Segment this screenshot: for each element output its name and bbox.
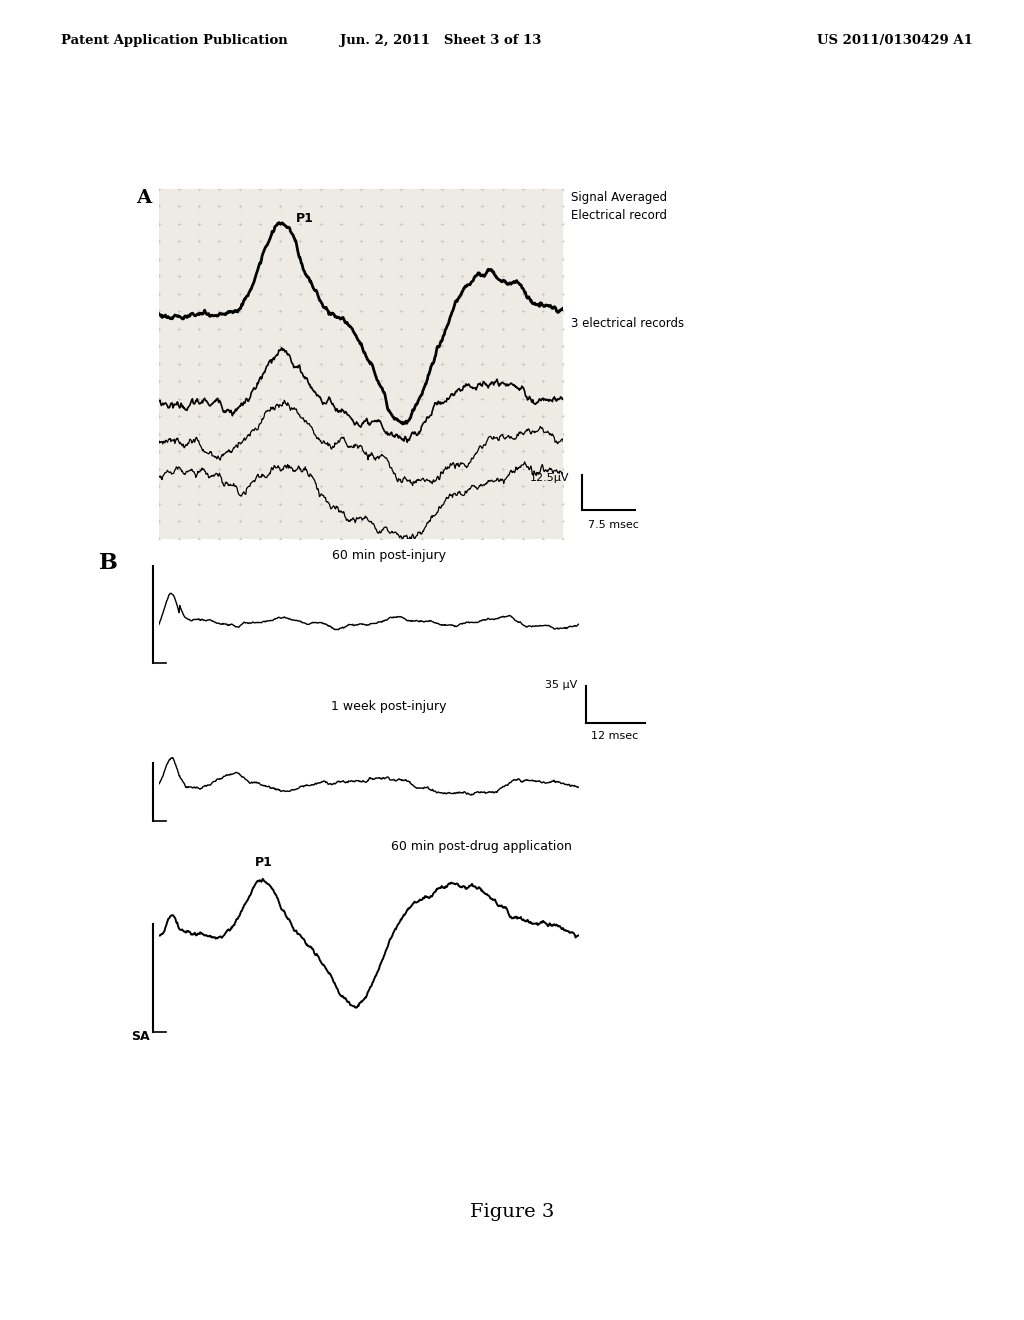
Text: 12.5μV: 12.5μV bbox=[529, 473, 569, 483]
Text: 7.5 msec: 7.5 msec bbox=[588, 520, 639, 531]
Text: A: A bbox=[136, 189, 152, 207]
Text: SA: SA bbox=[131, 1030, 150, 1043]
Text: 60 min post-injury: 60 min post-injury bbox=[332, 549, 446, 562]
Text: Signal Averaged: Signal Averaged bbox=[571, 191, 668, 205]
Text: 3 electrical records: 3 electrical records bbox=[571, 317, 684, 330]
Text: Patent Application Publication: Patent Application Publication bbox=[61, 34, 288, 48]
Text: P1: P1 bbox=[296, 213, 314, 226]
Text: Electrical record: Electrical record bbox=[571, 209, 668, 222]
Text: P1: P1 bbox=[255, 857, 272, 870]
Text: 1 week post-injury: 1 week post-injury bbox=[332, 700, 446, 713]
Text: 12 msec: 12 msec bbox=[591, 731, 638, 742]
Text: Figure 3: Figure 3 bbox=[470, 1203, 554, 1221]
Text: Jun. 2, 2011   Sheet 3 of 13: Jun. 2, 2011 Sheet 3 of 13 bbox=[340, 34, 541, 48]
Text: B: B bbox=[99, 552, 118, 574]
Text: 60 min post-drug application: 60 min post-drug application bbox=[391, 840, 571, 853]
Text: 35 μV: 35 μV bbox=[546, 680, 578, 690]
Text: US 2011/0130429 A1: US 2011/0130429 A1 bbox=[817, 34, 973, 48]
